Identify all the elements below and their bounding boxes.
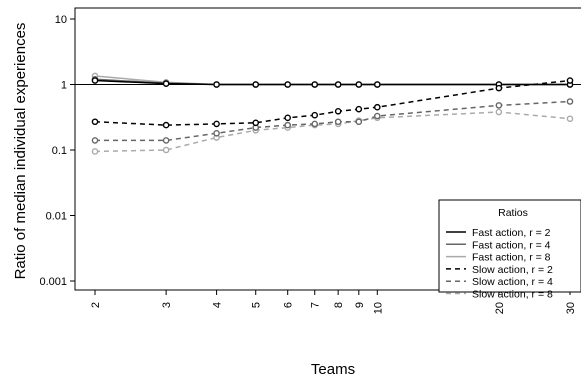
legend-entry: Slow action, r = 4: [472, 276, 553, 288]
data-point: [91, 118, 99, 126]
data-point: [162, 80, 170, 87]
data-point: [162, 146, 170, 154]
data-point: [311, 81, 319, 88]
data-point: [334, 107, 342, 115]
x-tick-label: 5: [251, 302, 263, 308]
data-point: [311, 111, 319, 119]
y-axis-title: Ratio of median individual experiences: [12, 23, 29, 280]
data-point: [91, 137, 99, 144]
x-tick-label: 30: [565, 302, 577, 314]
data-point: [334, 81, 342, 88]
plot-border: [74, 7, 581, 291]
data-point: [566, 77, 574, 84]
legend-entry: Fast action, r = 2: [472, 227, 551, 239]
y-tick-label: 0.01: [46, 211, 67, 223]
x-tick-label: 20: [494, 302, 506, 314]
data-point: [91, 77, 99, 84]
data-point: [355, 118, 363, 126]
data-point: [284, 81, 291, 88]
x-axis: 2 3 4 5 6 7 8 9 10 20 30: [90, 290, 577, 314]
legend-title: Ratios: [498, 207, 528, 219]
data-point: [334, 118, 342, 126]
y-tick-label: 1: [61, 80, 67, 92]
data-point: [495, 102, 503, 109]
data-point: [495, 108, 503, 116]
data-point: [162, 137, 170, 144]
data-point: [374, 81, 381, 88]
data-point: [355, 105, 363, 113]
data-point: [213, 120, 220, 128]
series-layer: [91, 72, 574, 155]
x-tick-label: 4: [212, 302, 224, 308]
y-tick-label: 0.1: [52, 145, 67, 157]
legend-entry: Fast action, r = 8: [472, 252, 551, 264]
data-point: [566, 115, 574, 123]
data-point: [284, 121, 291, 129]
data-point: [213, 129, 220, 137]
data-point: [284, 114, 291, 122]
y-tick-label: 0.001: [39, 276, 67, 288]
series-line: [94, 111, 571, 153]
data-point: [374, 103, 381, 111]
y-axis: 0.001 0.01 0.1 1 10: [39, 14, 75, 288]
data-point: [311, 120, 319, 128]
legend-entry: Slow action, r = 2: [472, 264, 553, 276]
x-tick-label: 10: [372, 302, 384, 314]
data-point: [355, 81, 363, 88]
data-point: [374, 112, 381, 120]
data-point: [213, 81, 220, 88]
x-axis-title: Teams: [311, 361, 355, 378]
data-point: [252, 119, 260, 127]
legend-entry: Slow action, r = 8: [472, 289, 553, 301]
legend-entry: Fast action, r = 4: [472, 239, 551, 251]
data-point: [252, 81, 260, 88]
x-tick-label: 6: [283, 302, 295, 308]
x-tick-label: 2: [90, 302, 102, 308]
x-tick-label: 9: [354, 302, 366, 308]
data-point: [495, 84, 503, 92]
plot-frame: [74, 7, 581, 291]
data-point: [566, 98, 574, 105]
legend-box: [438, 199, 581, 293]
x-tick-label: 7: [310, 302, 322, 308]
x-tick-label: 3: [161, 302, 173, 308]
y-tick-label: 10: [55, 14, 67, 26]
data-point: [162, 121, 170, 129]
x-tick-label: 8: [333, 302, 345, 308]
data-point: [91, 148, 99, 155]
